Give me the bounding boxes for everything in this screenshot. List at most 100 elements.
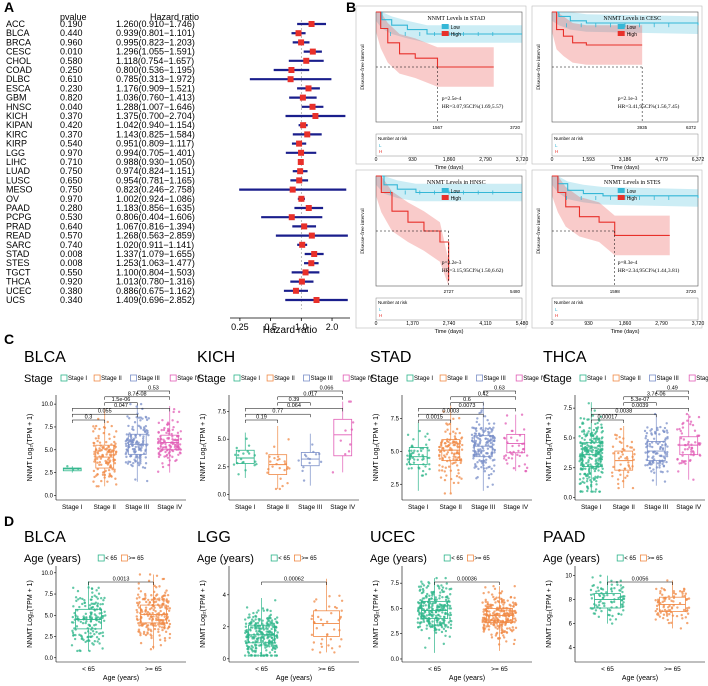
data-point <box>643 429 647 433</box>
data-point <box>592 434 595 437</box>
p-value-label: 0.047 <box>114 403 128 409</box>
data-point <box>176 444 179 448</box>
data-point <box>455 464 459 467</box>
data-point <box>246 634 249 637</box>
data-point <box>101 647 104 650</box>
data-point <box>135 608 138 612</box>
data-point <box>426 584 430 588</box>
box-iqr <box>333 418 353 457</box>
data-point <box>488 619 491 622</box>
data-point <box>421 604 425 608</box>
y-tick-label: 10.0 <box>41 402 53 408</box>
forest-row-name: LUAD <box>6 166 31 176</box>
data-point <box>511 601 515 604</box>
data-point <box>94 617 98 620</box>
data-point <box>302 465 305 469</box>
data-point <box>617 486 620 490</box>
data-point <box>139 633 142 637</box>
data-point <box>150 594 153 597</box>
km-xlabel: Time (days) <box>435 165 464 171</box>
data-point <box>475 420 478 424</box>
data-point <box>325 620 329 623</box>
data-point <box>512 609 515 613</box>
data-point <box>630 440 634 444</box>
data-point <box>157 453 161 456</box>
data-point <box>438 594 441 597</box>
p-value-label: 0.63 <box>494 386 505 392</box>
data-point <box>487 477 491 480</box>
data-point <box>506 599 509 602</box>
data-point <box>172 407 176 411</box>
data-point <box>656 428 659 432</box>
forest-row-name: PCPG <box>6 212 32 222</box>
data-point <box>421 587 425 591</box>
data-point <box>417 607 420 611</box>
data-point <box>147 598 150 602</box>
data-point <box>142 632 146 636</box>
data-point <box>481 447 485 450</box>
data-point <box>243 618 247 621</box>
data-point <box>246 645 250 648</box>
data-point <box>619 584 623 587</box>
data-point <box>242 452 245 455</box>
data-point <box>595 449 598 452</box>
data-point <box>96 473 99 476</box>
data-point <box>683 588 686 591</box>
data-point <box>458 476 461 479</box>
data-point <box>427 610 431 614</box>
data-point <box>261 607 265 610</box>
data-point <box>586 489 589 493</box>
data-point <box>521 448 525 451</box>
data-point <box>583 442 587 446</box>
data-point <box>164 442 167 446</box>
data-point <box>148 600 151 604</box>
data-point <box>587 463 590 467</box>
data-point <box>445 582 448 585</box>
data-point <box>587 468 591 471</box>
data-point <box>483 624 486 627</box>
data-point <box>510 436 513 439</box>
data-point <box>438 453 441 457</box>
data-point <box>493 451 496 454</box>
data-point <box>275 621 279 624</box>
data-point <box>171 437 174 441</box>
data-point <box>439 476 443 479</box>
data-point <box>419 585 423 588</box>
data-point <box>474 439 478 443</box>
data-point <box>84 631 87 635</box>
significance-bracket <box>623 396 689 400</box>
data-point <box>444 603 447 607</box>
significance-bracket <box>623 402 657 406</box>
forest-point <box>299 94 306 101</box>
legend-title: Stage <box>197 373 226 385</box>
data-point <box>493 464 496 467</box>
data-point <box>479 439 482 442</box>
data-point <box>593 469 597 473</box>
data-point <box>93 594 96 597</box>
data-point <box>623 595 626 598</box>
km-legend-high: High <box>627 32 638 38</box>
data-point <box>514 626 518 630</box>
data-point <box>644 464 647 467</box>
data-point <box>490 428 493 431</box>
forest-row-pvalue: 0.610 <box>60 74 83 84</box>
data-point <box>654 609 657 613</box>
data-point <box>661 600 664 604</box>
data-point <box>511 453 514 456</box>
data-point <box>412 461 416 464</box>
data-point <box>592 428 596 432</box>
significance-bracket <box>72 408 170 412</box>
km-legend-low-swatch <box>441 188 449 193</box>
data-point <box>480 426 483 430</box>
significance-bracket <box>245 408 343 412</box>
data-point <box>332 628 336 631</box>
data-point <box>252 636 255 639</box>
data-point <box>125 455 128 459</box>
data-point <box>610 588 613 591</box>
data-point <box>668 604 671 608</box>
data-point <box>281 484 284 488</box>
data-point <box>452 457 455 461</box>
data-point <box>137 622 140 625</box>
data-point <box>247 452 251 455</box>
